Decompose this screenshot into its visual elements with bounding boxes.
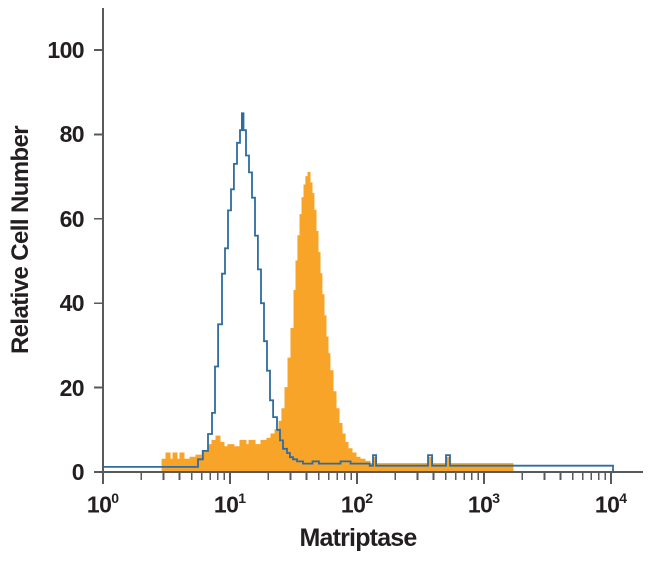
y-tick-label: 60 bbox=[59, 205, 85, 232]
x-tick-label: 102 bbox=[340, 490, 374, 518]
x-tick-label: 100 bbox=[86, 490, 120, 518]
x-tick-label: 101 bbox=[213, 490, 247, 518]
y-tick-label: 0 bbox=[71, 459, 85, 485]
y-tick-label: 20 bbox=[59, 374, 85, 401]
y-tick-label: 100 bbox=[47, 37, 84, 63]
y-tick-label: 40 bbox=[59, 290, 85, 317]
open-histogram-series bbox=[103, 112, 614, 472]
x-tick-label: 104 bbox=[594, 490, 628, 518]
y-axis-title: Relative Cell Number bbox=[7, 125, 34, 355]
y-tick-label: 80 bbox=[59, 121, 85, 148]
x-tick-label: 103 bbox=[467, 490, 501, 518]
x-axis-title: Matriptase bbox=[299, 524, 417, 552]
filled-histogram-series bbox=[161, 171, 514, 473]
